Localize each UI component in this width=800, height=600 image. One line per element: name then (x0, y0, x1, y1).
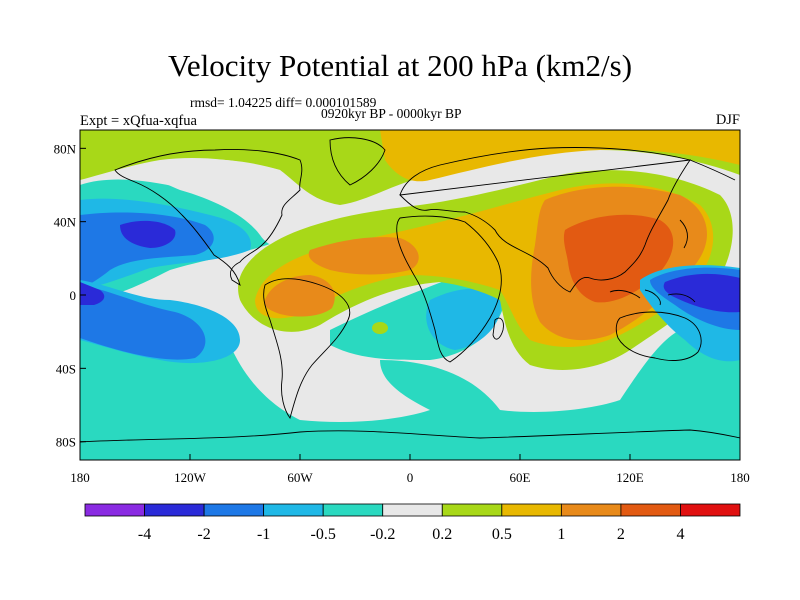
colorbar-label: 0.2 (432, 526, 452, 543)
period-text: 0920kyr BP - 0000kyr BP (321, 106, 462, 121)
colorbar-swatch (560, 503, 622, 517)
antarctica-coastline (80, 429, 740, 443)
y-tick-label: 80N (54, 141, 77, 156)
x-tick-label: 120W (174, 470, 207, 485)
season-text: DJF (715, 112, 740, 128)
africa-orange (308, 237, 419, 275)
y-tick-label: 40S (56, 361, 76, 376)
greenland-coastline (329, 137, 386, 186)
colorbar: -4 -2 -1 -0.5 -0.2 0.2 0.5 1 2 4 (84, 503, 741, 543)
colorbar-swatch (84, 503, 145, 517)
x-tick-label: 60E (510, 470, 531, 485)
velocity-potential-field (80, 130, 740, 460)
experiment-text: Expt = xQfua-xqfua (80, 113, 197, 129)
colorbar-swatch (441, 503, 503, 517)
colorbar-label: 0.5 (492, 526, 512, 543)
x-tick-label: 180 (730, 470, 750, 485)
colorbar-label: 4 (676, 526, 684, 543)
y-tick-label: 0 (70, 288, 77, 303)
maritime-coastline (609, 289, 696, 306)
colorbar-swatch (382, 503, 443, 517)
x-tick-label: 0 (407, 470, 414, 485)
x-tick-label: 180 (70, 470, 90, 485)
colorbar-label: -0.2 (370, 526, 395, 543)
colorbar-swatch (501, 503, 562, 517)
north-pacific-blue (80, 212, 214, 288)
coastlines (80, 137, 740, 443)
northern-gold (380, 130, 740, 182)
south-atlantic-spot (372, 322, 388, 334)
africa-coastline (396, 215, 502, 363)
north-america-neutral (150, 158, 302, 247)
colorbar-label: -0.5 (311, 526, 336, 543)
colorbar-label: 2 (617, 526, 625, 543)
colorbar-swatch (620, 503, 681, 517)
colorbar-label: -2 (197, 526, 210, 543)
y-tick-label: 40N (54, 215, 77, 230)
southern-cyan-region (80, 300, 740, 460)
colorbar-swatch (203, 503, 265, 517)
y-tick-label: 80S (56, 435, 76, 450)
east-pacific-darkblue (80, 282, 105, 305)
colorbar-swatch (144, 503, 205, 517)
colorbar-swatch (322, 503, 384, 517)
colorbar-swatch (680, 503, 741, 517)
colorbar-label: -4 (138, 526, 151, 543)
y-axis-ticks: 80N 40N 0 40S 80S (54, 141, 86, 450)
x-tick-label: 60W (287, 470, 313, 485)
australia-coastline (615, 311, 702, 361)
japan-coastline (679, 219, 688, 249)
plot-title: Velocity Potential at 200 hPa (km2/s) (167, 48, 633, 83)
eurasia-coastline (399, 147, 736, 293)
colorbar-label: -1 (257, 526, 270, 543)
south-pacific-blue (80, 285, 206, 360)
madagascar-coastline (492, 317, 504, 340)
north-pacific-darkblue (120, 220, 176, 248)
x-axis-ticks: 180 120W 60W 0 60E 120E 180 (70, 454, 750, 485)
x-tick-label: 120E (616, 470, 644, 485)
south-atlantic-lightblue (426, 288, 501, 350)
stats-text: rmsd= 1.04225 diff= 0.000101589 (190, 95, 377, 110)
west-pacific-darkblue (663, 273, 740, 313)
colorbar-label: 1 (557, 526, 565, 543)
south-america-coastline (263, 278, 351, 420)
south-america-orange (264, 275, 335, 317)
colorbar-swatch (263, 503, 324, 517)
north-america-coastline (114, 149, 303, 286)
